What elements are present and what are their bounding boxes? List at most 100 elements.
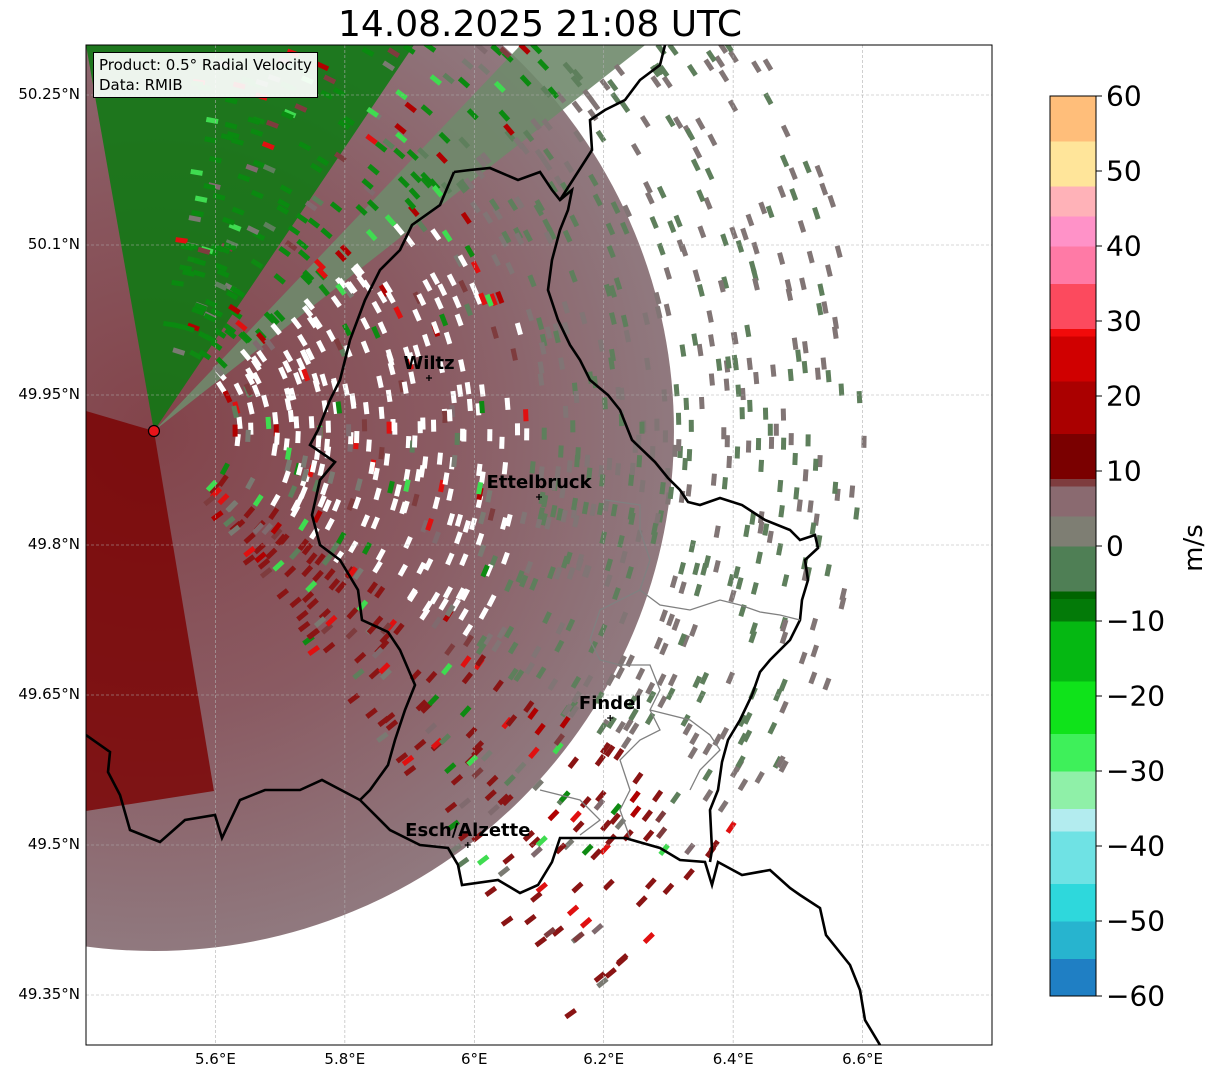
echo-gate [231, 405, 239, 419]
echo-gate [462, 519, 471, 533]
echo-gate [327, 471, 336, 485]
echo-gate [319, 373, 328, 387]
echo-gate [308, 416, 315, 429]
echo-gate [257, 558, 271, 570]
echo-gate [293, 416, 300, 429]
echo-gate [533, 203, 544, 217]
echo-gate [762, 523, 770, 536]
echo-gate [667, 45, 679, 56]
echo-gate [537, 361, 545, 374]
echo-gate [261, 141, 275, 151]
echo-gate [661, 389, 668, 402]
echo-gate [284, 565, 297, 578]
echo-gate [334, 581, 347, 594]
echo-gate [480, 564, 490, 578]
echo-gate [663, 266, 672, 280]
echo-gate [347, 692, 361, 705]
echo-gate [595, 129, 607, 143]
echo-gate [535, 881, 548, 894]
echo-gate [454, 513, 464, 527]
echo-gate [502, 853, 515, 865]
echo-gate [581, 564, 591, 578]
echo-gate [742, 711, 753, 725]
echo-gate [758, 201, 768, 215]
echo-gate [491, 639, 502, 653]
canton-border-2 [639, 589, 801, 621]
echo-gate [189, 349, 203, 360]
echo-gate [451, 454, 458, 468]
echo-gate [781, 574, 790, 587]
echo-gate [562, 321, 570, 335]
echo-gate [602, 878, 615, 891]
echo-gate [223, 323, 237, 335]
echo-gate [406, 149, 419, 161]
echo-gate [403, 536, 413, 549]
echo-gate [534, 148, 546, 162]
echo-gate [697, 283, 705, 297]
echo-gate [253, 542, 266, 555]
echo-gate [402, 45, 416, 55]
echo-gate [478, 292, 488, 306]
echo-gate [182, 269, 195, 277]
echo-gate [825, 264, 833, 278]
echo-gate [190, 168, 203, 176]
echo-gate [430, 228, 442, 241]
echo-gate [394, 483, 402, 497]
echo-gate [198, 349, 212, 361]
echo-gate [244, 372, 256, 386]
echo-gate [737, 778, 749, 792]
echo-gate [337, 119, 351, 130]
echo-gate [650, 75, 662, 88]
echo-gate [628, 722, 640, 736]
echo-gate [243, 506, 256, 519]
echo-gate [250, 355, 262, 369]
echo-gate [232, 424, 238, 437]
echo-gate [414, 468, 422, 482]
echo-gate [740, 387, 746, 401]
echo-gate [219, 462, 230, 476]
lon-tick-label: 6.6°E [842, 1050, 883, 1068]
echo-gate [217, 493, 230, 506]
echo-gate [605, 222, 616, 236]
echo-gate [505, 261, 515, 275]
echo-gate [555, 621, 566, 635]
echo-gate [802, 340, 809, 354]
echo-gate [642, 829, 655, 842]
velocity-echo-layer [86, 45, 867, 1020]
echo-gate [699, 671, 710, 685]
echo-gate [669, 575, 678, 589]
echo-gate [625, 654, 635, 668]
echo-gate [478, 511, 487, 525]
echo-gate [328, 578, 341, 591]
echo-gate [464, 381, 472, 395]
echo-gate [479, 400, 485, 414]
echo-gate [270, 322, 282, 336]
echo-gate [469, 200, 481, 214]
echo-gate [475, 532, 485, 546]
echo-gate [444, 643, 456, 656]
echo-gate [728, 589, 737, 603]
echo-gate [530, 891, 543, 903]
echo-gate [525, 308, 535, 322]
echo-gate [371, 646, 384, 659]
colorbar-segment [1050, 681, 1096, 734]
colorbar-tick-label: 20 [1106, 379, 1142, 413]
echo-gate [834, 245, 843, 259]
echo-gate [609, 348, 616, 362]
echo-gate [620, 314, 629, 328]
colorbar-tick-label: −20 [1106, 679, 1166, 713]
echo-gate [450, 773, 464, 786]
echo-gate [223, 241, 237, 252]
echo-gate [653, 512, 661, 526]
echo-gate [669, 791, 681, 805]
echo-gate [656, 673, 667, 687]
echo-gate [422, 333, 431, 347]
echo-gate [822, 677, 832, 691]
echo-gate [778, 759, 789, 773]
echo-gate [610, 802, 622, 816]
echo-gate [566, 566, 576, 580]
echo-gate [603, 283, 613, 297]
city-label: Ettelbruck [486, 472, 592, 493]
echo-gate [677, 633, 687, 647]
echo-gate [471, 745, 484, 758]
